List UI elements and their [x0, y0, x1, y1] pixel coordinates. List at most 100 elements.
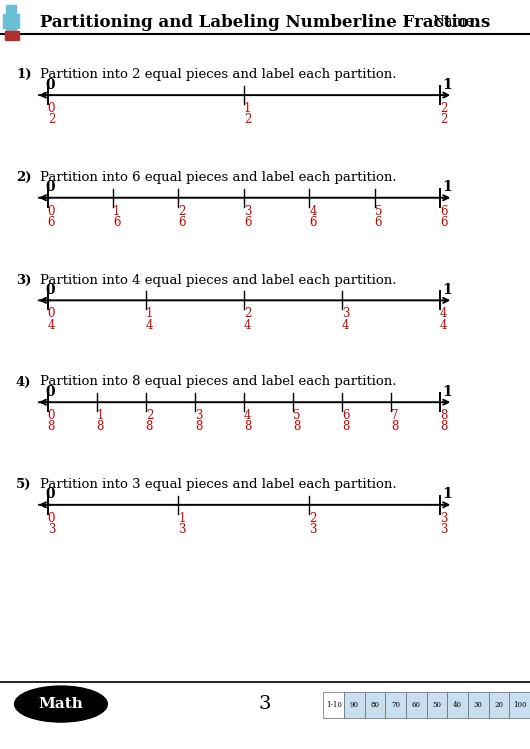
Text: 4: 4: [342, 318, 349, 332]
Text: 4: 4: [244, 318, 251, 332]
Text: 0: 0: [48, 204, 55, 218]
Text: 3: 3: [440, 523, 447, 536]
Text: 0: 0: [45, 181, 55, 194]
Text: 1: 1: [443, 488, 452, 501]
Text: 5): 5): [16, 478, 31, 491]
Text: 8: 8: [48, 420, 55, 434]
Ellipse shape: [15, 686, 107, 722]
Text: 8: 8: [293, 420, 300, 434]
Text: 2: 2: [179, 204, 186, 218]
Text: 8: 8: [391, 420, 398, 434]
Bar: [323, 692, 344, 718]
Text: 4: 4: [48, 318, 55, 332]
Text: 3: 3: [440, 512, 447, 525]
Text: 6: 6: [244, 216, 251, 229]
Bar: [365, 692, 385, 718]
Text: 90: 90: [350, 701, 359, 709]
Text: 80: 80: [370, 701, 379, 709]
Text: 8: 8: [440, 420, 447, 434]
Text: 60: 60: [412, 701, 421, 709]
Text: Partition into 6 equal pieces and label each partition.: Partition into 6 equal pieces and label …: [40, 171, 396, 184]
Text: 5: 5: [293, 409, 301, 422]
Text: 1: 1: [443, 78, 452, 91]
Text: 3: 3: [342, 307, 349, 321]
Text: 2: 2: [48, 113, 55, 127]
Text: 4: 4: [244, 409, 251, 422]
Text: 100: 100: [513, 701, 526, 709]
Text: 1: 1: [443, 181, 452, 194]
Text: 8: 8: [342, 420, 349, 434]
Bar: [344, 692, 365, 718]
Bar: [385, 692, 406, 718]
Text: 4): 4): [16, 375, 31, 389]
Text: 3: 3: [309, 523, 316, 536]
Text: 1: 1: [113, 204, 120, 218]
Text: 0: 0: [45, 385, 55, 398]
Text: 1: 1: [146, 307, 153, 321]
Text: 8: 8: [440, 409, 447, 422]
Text: Partition into 2 equal pieces and label each partition.: Partition into 2 equal pieces and label …: [40, 68, 396, 82]
Text: 2: 2: [440, 113, 447, 127]
Text: Name:: Name:: [432, 16, 479, 29]
Text: 6: 6: [342, 409, 349, 422]
Bar: [509, 692, 530, 718]
Text: 6: 6: [440, 204, 447, 218]
Text: Math: Math: [39, 697, 83, 711]
Text: 1-10: 1-10: [326, 701, 341, 709]
Text: 6: 6: [179, 216, 186, 229]
Text: 4: 4: [440, 307, 447, 321]
Text: 70: 70: [391, 701, 400, 709]
Text: 6: 6: [375, 216, 382, 229]
Text: 30: 30: [474, 701, 483, 709]
Text: 2: 2: [244, 113, 251, 127]
Bar: [5, 31, 19, 40]
Text: 3: 3: [195, 409, 202, 422]
Text: 3: 3: [259, 695, 271, 713]
Text: 7: 7: [391, 409, 399, 422]
Text: 0: 0: [45, 488, 55, 501]
Text: 2: 2: [440, 102, 447, 115]
Text: 0: 0: [48, 102, 55, 115]
Text: 6: 6: [113, 216, 120, 229]
Text: Partition into 8 equal pieces and label each partition.: Partition into 8 equal pieces and label …: [40, 375, 396, 389]
Text: 2): 2): [16, 171, 31, 184]
Text: 1: 1: [96, 409, 104, 422]
Text: 50: 50: [432, 701, 441, 709]
Text: 20: 20: [494, 701, 503, 709]
Text: 3: 3: [179, 523, 186, 536]
Text: 8: 8: [244, 420, 251, 434]
Text: Partitioning and Labeling Numberline Fractions: Partitioning and Labeling Numberline Fra…: [40, 14, 490, 31]
Text: 0: 0: [48, 307, 55, 321]
Text: 5: 5: [375, 204, 382, 218]
Text: 6: 6: [48, 216, 55, 229]
Bar: [3, 14, 19, 28]
Text: 8: 8: [146, 420, 153, 434]
Bar: [406, 692, 427, 718]
Text: 1: 1: [244, 102, 251, 115]
Text: 2: 2: [244, 307, 251, 321]
Text: 3): 3): [16, 273, 31, 287]
Bar: [489, 692, 509, 718]
Text: 2: 2: [309, 512, 316, 525]
Text: 3: 3: [48, 523, 55, 536]
Text: 40: 40: [453, 701, 462, 709]
Text: 0: 0: [48, 512, 55, 525]
Text: Partition into 3 equal pieces and label each partition.: Partition into 3 equal pieces and label …: [40, 478, 396, 491]
Text: 8: 8: [96, 420, 104, 434]
Text: 6: 6: [440, 216, 447, 229]
Text: 4: 4: [146, 318, 153, 332]
Bar: [6, 5, 16, 34]
Text: 3: 3: [244, 204, 251, 218]
Text: 4: 4: [440, 318, 447, 332]
Bar: [427, 692, 447, 718]
Text: 1: 1: [179, 512, 186, 525]
Text: 1: 1: [443, 283, 452, 297]
Text: 8: 8: [195, 420, 202, 434]
Text: 2: 2: [146, 409, 153, 422]
Text: 0: 0: [45, 283, 55, 297]
Bar: [468, 692, 489, 718]
Text: 6: 6: [309, 216, 316, 229]
Text: 1): 1): [16, 68, 31, 82]
Text: 0: 0: [48, 409, 55, 422]
Text: 0: 0: [45, 78, 55, 91]
